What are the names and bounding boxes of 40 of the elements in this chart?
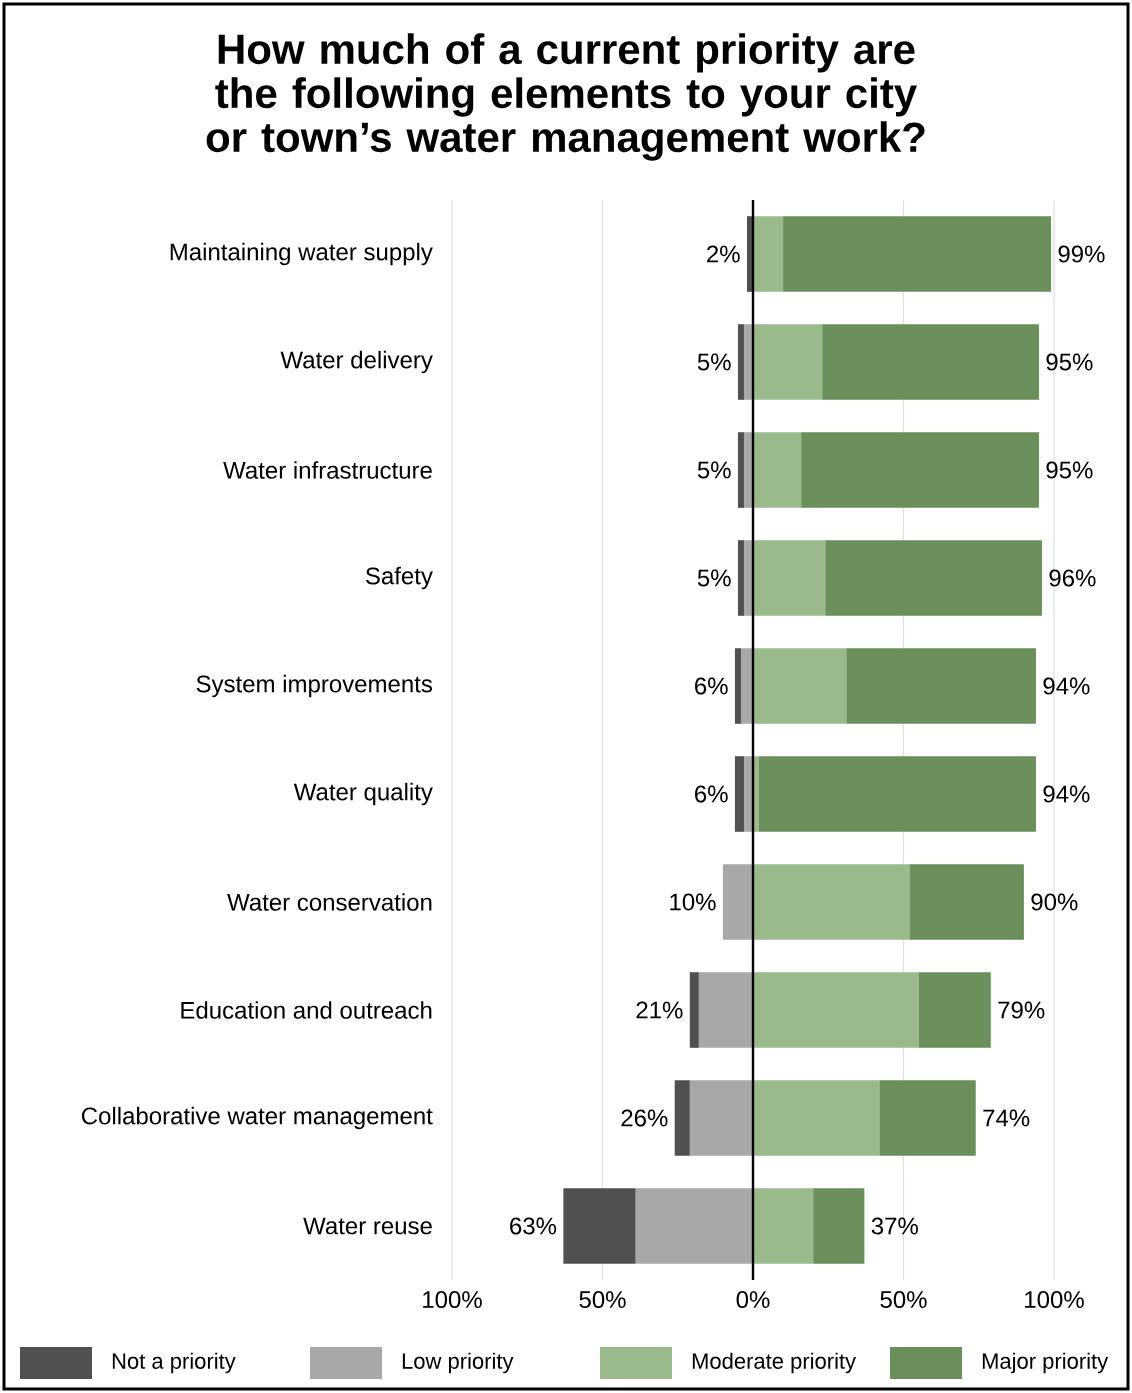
x-tick-label: 100% xyxy=(1025,1291,1084,1309)
annotation: 99% xyxy=(1058,245,1105,263)
y-tick-label: Water infrastructure xyxy=(223,461,432,479)
annotation: 21% xyxy=(636,1001,683,1019)
annotation: 95% xyxy=(1046,353,1093,371)
annotation: 90% xyxy=(1031,893,1078,911)
annotation: 5% xyxy=(697,353,731,371)
y-tick-label: Water quality xyxy=(293,782,433,806)
annotation: 26% xyxy=(621,1109,668,1127)
x-tick-label: 50% xyxy=(880,1291,927,1309)
x-tick-label: 50% xyxy=(579,1291,626,1309)
annotation: 2% xyxy=(707,245,740,263)
annotation: 79% xyxy=(998,1001,1045,1019)
chart-title: How much of a current priority are the following elements to your city or town’s water management work? xyxy=(206,33,925,161)
annotation: 5% xyxy=(697,569,731,587)
y-tick-label: Water conservation xyxy=(227,893,432,911)
annotation: 37% xyxy=(871,1217,918,1235)
legend-label: Major priority xyxy=(982,1352,1109,1374)
y-tick-label: System improvements xyxy=(196,674,433,698)
legend-label: Low priority xyxy=(402,1352,514,1374)
annotation: 10% xyxy=(670,893,716,911)
x-tick-label: 0% xyxy=(736,1291,770,1309)
y-tick-label: Collaborative water management xyxy=(81,1106,433,1130)
annotation: 96% xyxy=(1049,569,1096,587)
annotation: 94% xyxy=(1043,677,1090,695)
annotation: 95% xyxy=(1046,461,1093,479)
y-tick-label: Education and outreach xyxy=(181,1001,432,1019)
y-tick-label: Maintaining water supply xyxy=(170,242,433,266)
y-tick-label: Water delivery xyxy=(280,350,433,374)
x-tick-label: 100% xyxy=(423,1291,482,1309)
legend-label: Moderate priority xyxy=(692,1352,857,1374)
annotation: 74% xyxy=(983,1109,1030,1127)
annotation: 5% xyxy=(697,461,731,479)
y-tick-label: Safety xyxy=(365,566,433,590)
annotation: 6% xyxy=(695,677,728,695)
legend-label: Not a priority xyxy=(112,1352,236,1374)
y-tick-label: Water reuse xyxy=(303,1217,432,1235)
annotation: 6% xyxy=(695,785,728,803)
annotation: 94% xyxy=(1043,785,1090,803)
annotation: 63% xyxy=(510,1217,557,1235)
